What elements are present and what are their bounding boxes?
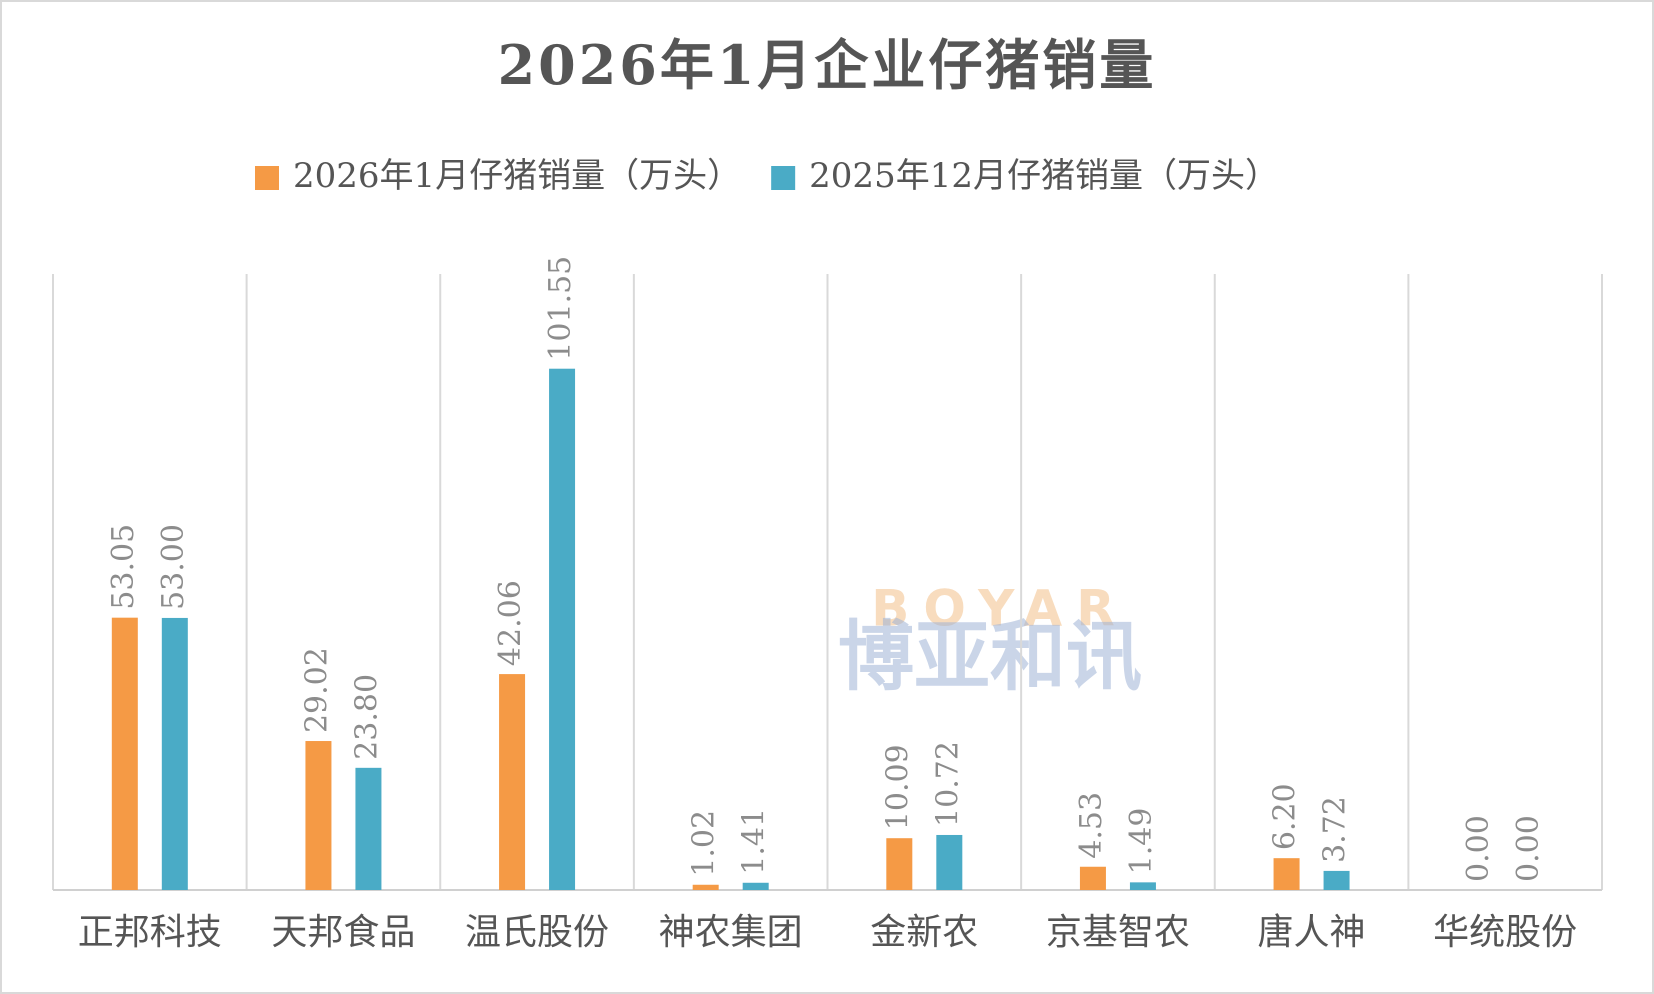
data-label: 101.55 <box>543 256 578 361</box>
bar <box>355 767 382 890</box>
watermark: BOYAR <box>871 580 1128 638</box>
bar <box>1129 882 1156 890</box>
data-label: 29.02 <box>299 647 334 733</box>
watermark: 博亚和讯 <box>838 612 1142 701</box>
bar <box>111 617 138 890</box>
data-label: 1.49 <box>1124 808 1159 875</box>
legend-label: 2026年1月仔猪销量（万头） <box>293 156 741 196</box>
legend-swatch <box>771 166 796 190</box>
x-tick-label: 正邦科技 <box>78 912 222 953</box>
bar <box>161 617 188 890</box>
data-label: 53.00 <box>156 524 191 610</box>
data-label: 1.41 <box>737 808 772 875</box>
x-tick-label: 神农集团 <box>659 912 803 953</box>
bar <box>1273 858 1300 890</box>
x-tick-label: 京基智农 <box>1046 912 1190 953</box>
bar <box>936 834 963 890</box>
bar <box>742 882 769 890</box>
x-tick-label: 温氏股份 <box>465 912 609 953</box>
data-label: 42.06 <box>493 580 528 666</box>
bar <box>886 838 913 890</box>
data-label: 10.09 <box>880 744 915 830</box>
bar <box>499 674 526 890</box>
x-tick-label: 唐人神 <box>1258 912 1366 953</box>
data-label: 3.72 <box>1318 796 1353 863</box>
data-label: 6.20 <box>1268 783 1303 850</box>
chart-title: 2026年1月企业仔猪销量 <box>498 33 1157 97</box>
bar <box>692 884 719 890</box>
data-label: 10.72 <box>930 741 965 827</box>
bar <box>1079 866 1106 890</box>
data-label: 53.05 <box>106 524 141 610</box>
data-label: 0.00 <box>1461 815 1496 882</box>
legend-label: 2025年12月仔猪销量（万头） <box>809 156 1279 196</box>
x-tick-label: 金新农 <box>870 912 978 953</box>
data-label: 23.80 <box>349 674 384 760</box>
data-label: 4.53 <box>1074 792 1109 859</box>
legend-swatch <box>255 166 279 190</box>
data-label: 0.00 <box>1511 815 1546 882</box>
x-tick-label: 华统股份 <box>1433 912 1577 953</box>
data-label: 1.02 <box>687 810 722 877</box>
bar <box>1323 870 1350 890</box>
x-tick-label: 天邦食品 <box>271 912 415 953</box>
bar <box>549 368 576 891</box>
bar <box>305 741 332 890</box>
